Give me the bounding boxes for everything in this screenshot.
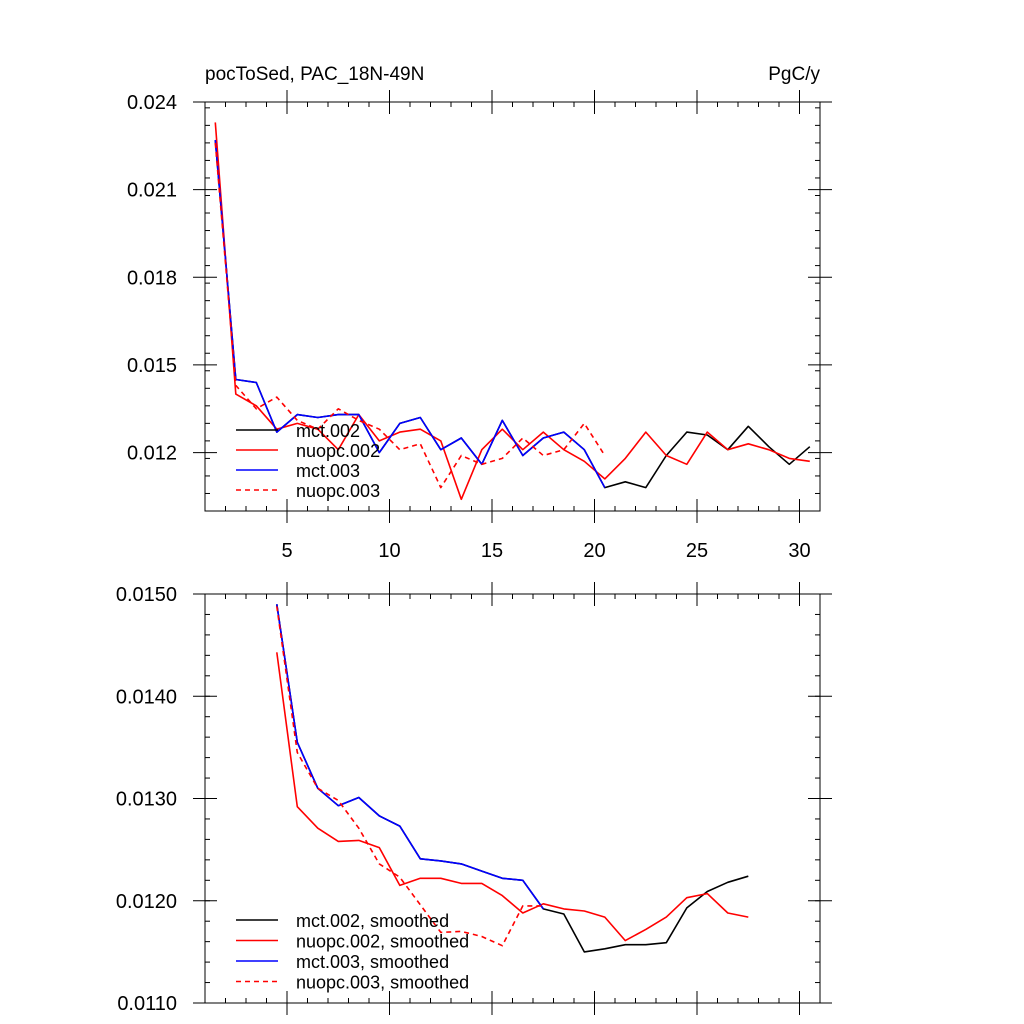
y-tick-label: 0.021	[127, 180, 177, 202]
chart-title-right: PgC/y	[768, 64, 820, 85]
legend-label: nuopc.002, smoothed	[296, 932, 469, 952]
y-tick-label: 0.012	[127, 443, 177, 465]
y-tick-label: 0.018	[127, 267, 177, 289]
top-panel: 5 10 15 20 25 30 0.012 0.015 0.018 0.021 0.024 pocT…	[127, 64, 832, 562]
legend-label: mct.002	[296, 421, 360, 441]
y-tick-label: 0.0110	[117, 993, 177, 1015]
x-tick-label: 30	[788, 540, 810, 562]
legend-label: nuopc.003	[296, 481, 380, 501]
legend-label: mct.002, smoothed	[296, 911, 449, 931]
y-tick-label: 0.015	[127, 355, 177, 377]
series-line-1	[276, 652, 749, 942]
bottom-panel: 0.0110 0.0120 0.0130 0.0140 0.0150 mct.002, s…	[116, 582, 832, 1015]
x-tick-label: 10	[378, 540, 400, 562]
y-tick-label: 0.024	[127, 92, 177, 114]
series-line-2	[214, 139, 606, 488]
series-line-3	[214, 142, 606, 489]
legend-label: nuopc.003, smoothed	[296, 973, 469, 993]
x-tick-label: 20	[583, 540, 605, 562]
y-tick-label: 0.0120	[116, 891, 177, 913]
legend-label: mct.003	[296, 461, 360, 481]
y-tick-label: 0.0130	[116, 789, 177, 811]
x-tick-label: 25	[686, 540, 708, 562]
series-line-3	[276, 606, 544, 947]
y-tick-label: 0.0140	[116, 686, 177, 708]
y-tick-label: 0.0150	[116, 584, 177, 606]
legend-label: nuopc.002	[296, 441, 380, 461]
x-tick-label: 15	[481, 540, 503, 562]
x-tick-label: 5	[281, 540, 292, 562]
chart-title-left: pocToSed, PAC_18N-49N	[205, 64, 424, 85]
legend-label: mct.003, smoothed	[296, 952, 449, 972]
